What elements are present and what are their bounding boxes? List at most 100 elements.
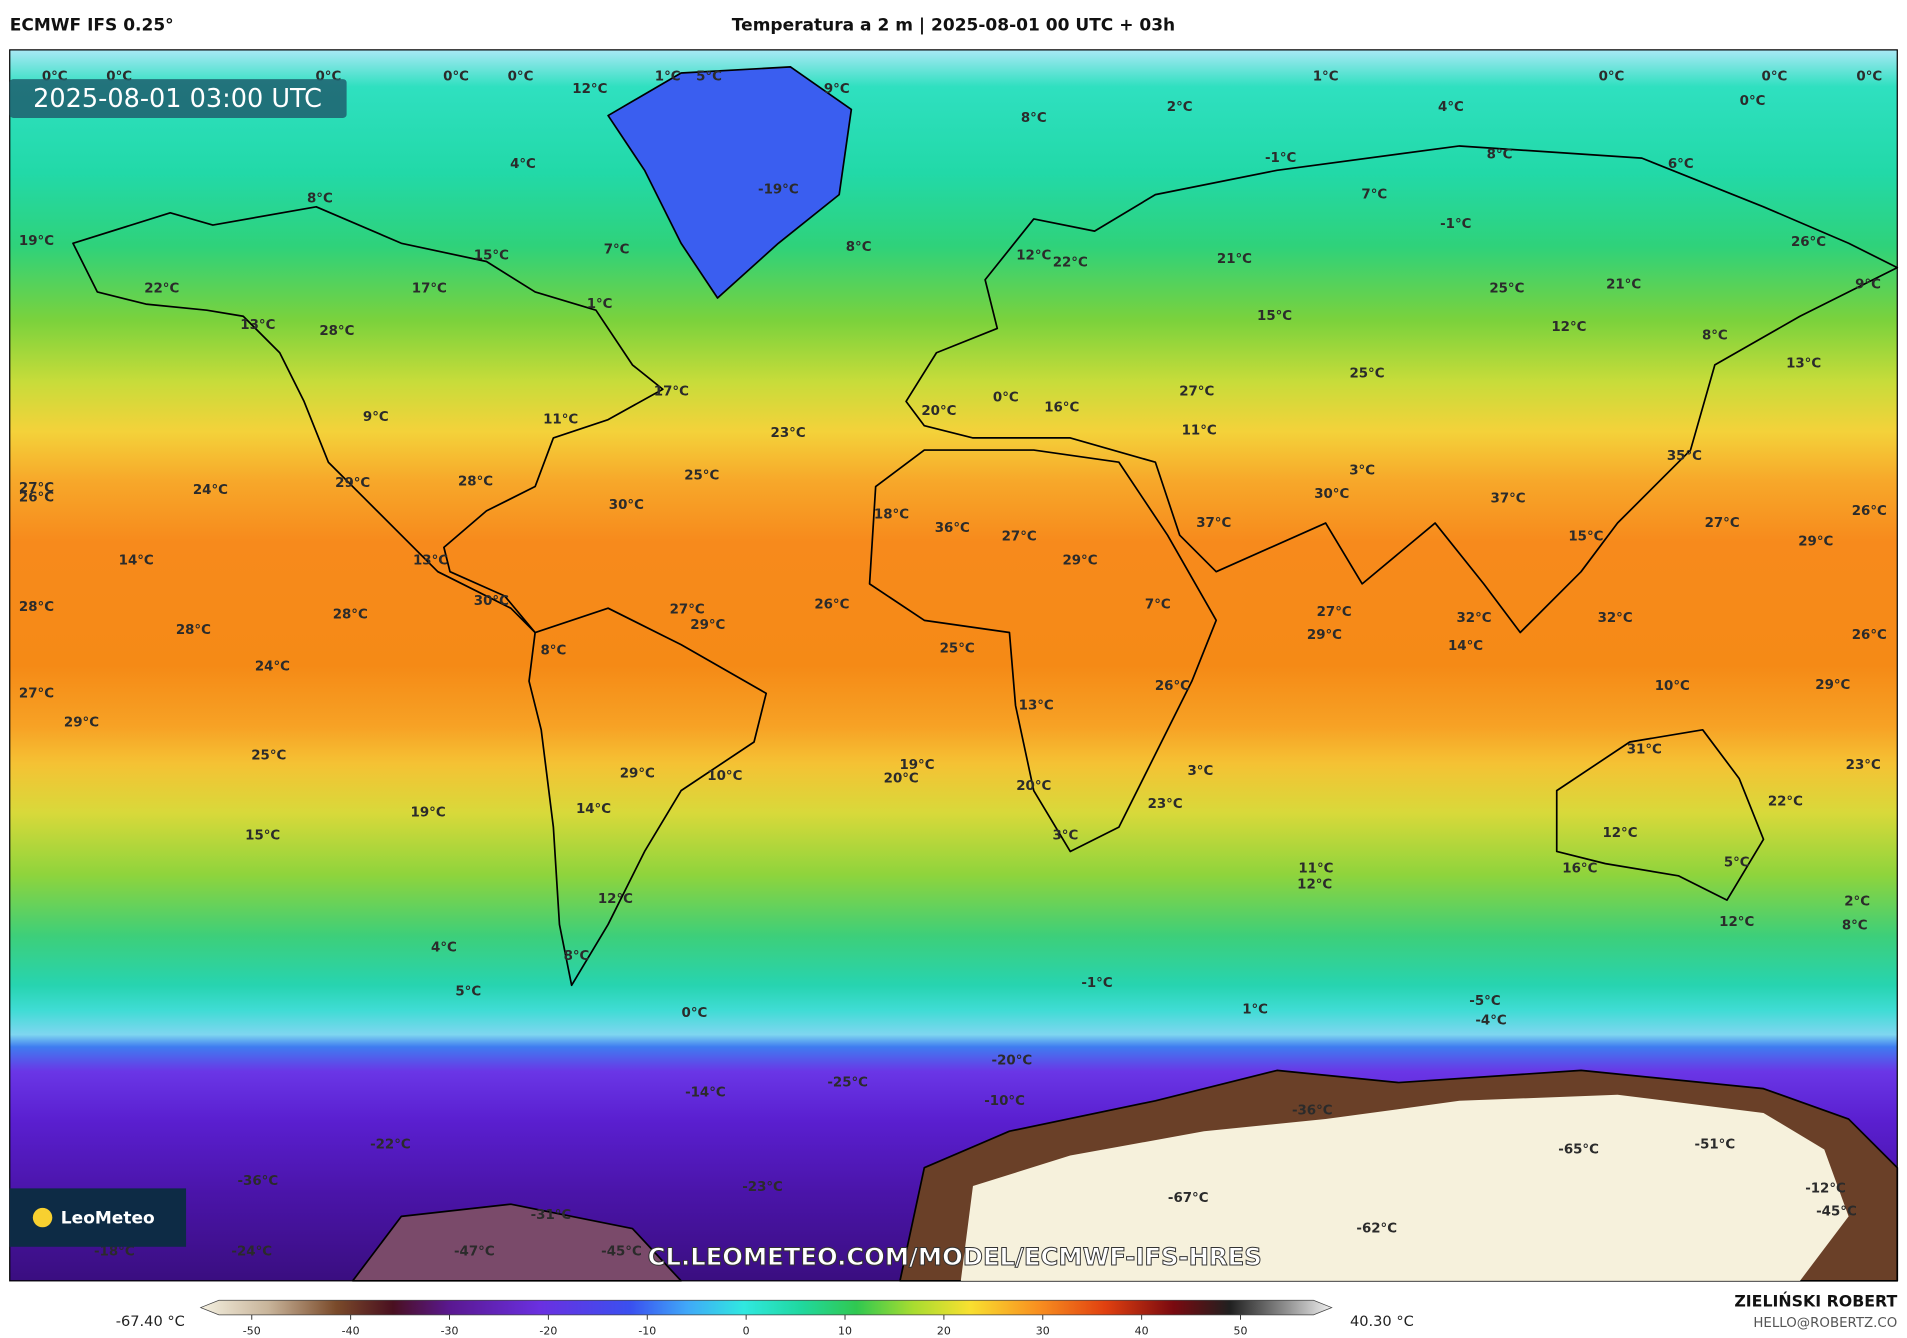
temperature-label: 12°C: [1297, 877, 1332, 892]
temperature-label: -19°C: [758, 183, 799, 198]
temperature-label: 32°C: [1598, 611, 1633, 626]
temperature-label: 29°C: [620, 767, 655, 782]
temperature-label: 25°C: [1489, 281, 1524, 296]
temperature-label: 14°C: [119, 554, 154, 569]
temperature-label: -65°C: [1558, 1142, 1599, 1157]
colorbar-tick-label: -50: [243, 1324, 261, 1337]
temperature-label: 3°C: [1053, 829, 1079, 844]
temperature-label: 0°C: [993, 391, 1019, 406]
temperature-label: 4°C: [1438, 100, 1464, 115]
timestamp-box: [9, 79, 347, 118]
temperature-label: 7°C: [604, 242, 630, 257]
colorbar-tick-label: -40: [342, 1324, 360, 1337]
south-america: [528, 607, 768, 987]
temperature-label: 24°C: [193, 483, 228, 498]
colorbar-tick-label: -30: [441, 1324, 459, 1337]
temperature-label: 17°C: [412, 281, 447, 296]
temperature-label: 29°C: [335, 476, 370, 491]
temperature-label: 12°C: [1016, 248, 1051, 263]
temperature-label: -10°C: [984, 1094, 1025, 1109]
temperature-label: 4°C: [431, 941, 457, 956]
temperature-label: 11°C: [1298, 861, 1333, 876]
colorbar-min: -67.40 °C: [116, 1313, 185, 1330]
temperature-label: 7°C: [1145, 598, 1171, 613]
temperature-label: 5°C: [1724, 855, 1750, 870]
model-name: ECMWF IFS 0.25°: [10, 15, 174, 35]
temperature-label: 8°C: [1021, 111, 1047, 126]
temperature-label: 3°C: [1349, 464, 1375, 479]
greenland: [607, 66, 853, 299]
temperature-label: 28°C: [176, 623, 211, 638]
map-title: Temperatura a 2 m | 2025-08-01 00 UTC + …: [732, 15, 1175, 35]
temperature-label: 30°C: [1314, 487, 1349, 502]
temperature-label: 29°C: [1815, 678, 1850, 693]
temperature-label: 6°C: [1668, 157, 1694, 172]
temperature-label: 15°C: [245, 829, 280, 844]
colorbar-tick-label: 10: [838, 1324, 852, 1337]
temperature-label: 0°C: [508, 70, 534, 85]
temperature-label: 0°C: [1599, 70, 1625, 85]
colorbar-tick-label: 40: [1135, 1324, 1149, 1337]
temperature-label: 25°C: [940, 641, 975, 656]
temperature-label: 27°C: [19, 481, 54, 496]
temperature-label: 14°C: [1448, 639, 1483, 654]
temperature-label: 29°C: [1798, 534, 1833, 549]
temperature-label: 27°C: [19, 686, 54, 701]
author: ZIELIŃSKI ROBERT: [1734, 1291, 1897, 1310]
temperature-label: 8°C: [307, 191, 333, 206]
temperature-label: 1°C: [655, 70, 681, 85]
temperature-label: 1°C: [1242, 1003, 1268, 1018]
temperature-label: 29°C: [690, 618, 725, 633]
temperature-label: 21°C: [1606, 278, 1641, 293]
timestamp: 2025-08-01 03:00 UTC: [33, 84, 322, 114]
colorbar-tick-label: 0: [743, 1324, 750, 1337]
temperature-label: -51°C: [1695, 1138, 1736, 1153]
temperature-label: 15°C: [1568, 529, 1603, 544]
temperature-label: 32°C: [1456, 611, 1491, 626]
temperature-label: 28°C: [333, 607, 368, 622]
temperature-label: -67°C: [1168, 1191, 1209, 1206]
temperature-label: 13°C: [1786, 357, 1821, 372]
temperature-label: 22°C: [144, 281, 179, 296]
temperature-label: 28°C: [319, 324, 354, 339]
coastlines: [72, 66, 1899, 1282]
temperature-label: 19°C: [899, 758, 934, 773]
temperature-label: 27°C: [1705, 516, 1740, 531]
temperature-label: -36°C: [238, 1174, 279, 1189]
temperature-label: -22°C: [370, 1138, 411, 1153]
temperature-label: -45°C: [1816, 1204, 1857, 1219]
temperature-label: -24°C: [231, 1245, 272, 1260]
temperature-label: -23°C: [742, 1180, 783, 1195]
temperature-label: 8°C: [846, 240, 872, 255]
temperature-label: 5°C: [696, 70, 722, 85]
temperature-label: -62°C: [1356, 1222, 1397, 1237]
temperature-label: -1°C: [1081, 976, 1112, 991]
temperature-label: 24°C: [255, 660, 290, 675]
colorbar: [199, 1299, 1333, 1316]
temperature-label: 12°C: [598, 892, 633, 907]
temperature-label: 37°C: [1491, 492, 1526, 507]
temperature-label: 16°C: [1044, 400, 1079, 415]
temperature-label: 11°C: [1182, 424, 1217, 439]
temperature-label: 0°C: [682, 1006, 708, 1021]
temperature-label: -1°C: [1440, 217, 1471, 232]
temperature-label: 19°C: [19, 234, 54, 249]
temperature-label: 0°C: [1740, 94, 1766, 109]
australia: [1555, 728, 1765, 901]
temperature-label: 14°C: [576, 802, 611, 817]
temperature-label: 10°C: [1655, 679, 1690, 694]
temperature-label: 0°C: [443, 70, 469, 85]
temperature-label: 29°C: [1307, 628, 1342, 643]
temperature-label: 23°C: [1846, 758, 1881, 773]
temperature-label: 5°C: [455, 984, 481, 999]
temperature-label: 27°C: [1317, 605, 1352, 620]
temperature-label: 9°C: [363, 410, 389, 425]
temperature-label: 2°C: [1844, 894, 1870, 909]
temperature-label: 23°C: [1148, 797, 1183, 812]
temperature-label: -45°C: [601, 1245, 642, 1260]
temperature-label: 7°C: [1361, 188, 1387, 203]
temperature-label: 37°C: [1196, 516, 1231, 531]
temperature-label: -14°C: [685, 1085, 726, 1100]
